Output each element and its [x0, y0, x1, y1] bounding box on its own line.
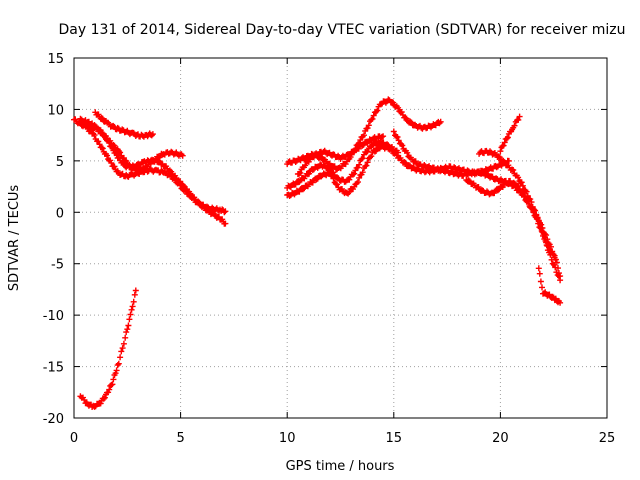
series-track-4	[92, 109, 156, 140]
plus-markers	[535, 265, 564, 306]
x-tick-label: 10	[279, 431, 296, 446]
y-tick-label: -15	[43, 361, 64, 376]
x-tick-label: 0	[70, 431, 78, 446]
y-tick-label: 15	[47, 52, 64, 67]
y-axis-ticks: -20 -15 -10 -5 0 5 10 15	[43, 52, 607, 427]
plus-markers	[497, 113, 523, 155]
y-tick-label: -20	[43, 412, 64, 427]
plus-markers	[294, 133, 387, 177]
x-tick-label: 15	[386, 431, 403, 446]
plus-markers	[92, 109, 156, 140]
series-track-3	[83, 120, 186, 174]
data-points	[71, 96, 564, 410]
plus-markers	[476, 147, 559, 263]
y-tick-label: 0	[56, 206, 64, 221]
y-tick-label: -10	[43, 309, 64, 324]
plot-frame	[73, 57, 608, 419]
plus-markers	[83, 120, 186, 174]
series-track-5	[77, 287, 139, 410]
series-track-14	[535, 265, 564, 306]
y-tick-label: 10	[47, 103, 64, 118]
y-tick-label: -5	[51, 258, 64, 273]
series-track-9	[294, 133, 387, 177]
x-tick-label: 5	[176, 431, 184, 446]
x-axis-ticks: 0 5 10 15 20 25	[70, 58, 615, 446]
series-track-13	[497, 113, 523, 155]
x-tick-label: 25	[599, 431, 616, 446]
y-tick-label: 5	[56, 155, 64, 170]
y-axis-label: SDTVAR / TECUs	[7, 185, 22, 292]
grid-lines	[74, 58, 607, 418]
x-tick-label: 20	[492, 431, 509, 446]
series-track-12	[476, 147, 559, 263]
plus-markers	[77, 287, 139, 410]
chart-title: Day 131 of 2014, Sidereal Day-to-day VTE…	[59, 22, 626, 38]
x-axis-label: GPS time / hours	[286, 459, 395, 474]
